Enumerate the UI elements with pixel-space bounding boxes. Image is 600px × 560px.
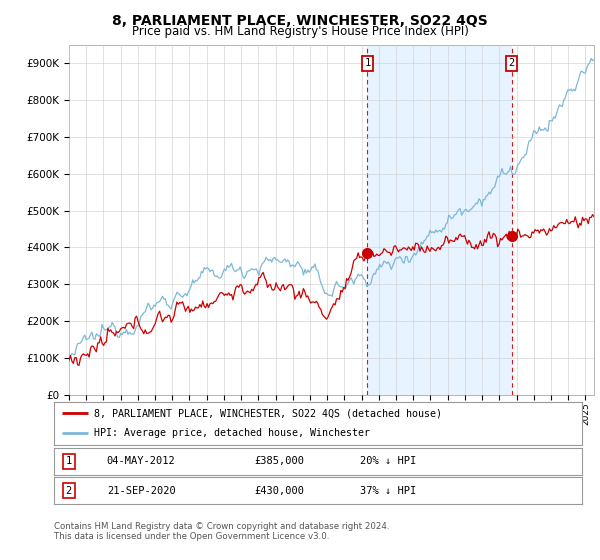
Text: £430,000: £430,000 [254,486,305,496]
Text: HPI: Average price, detached house, Winchester: HPI: Average price, detached house, Winc… [94,428,370,438]
Text: Contains HM Land Registry data © Crown copyright and database right 2024.
This d: Contains HM Land Registry data © Crown c… [54,522,389,542]
Bar [367,45,512,395]
Text: Price paid vs. HM Land Registry's House Price Index (HPI): Price paid vs. HM Land Registry's House … [131,25,469,38]
Text: 8, PARLIAMENT PLACE, WINCHESTER, SO22 4QS: 8, PARLIAMENT PLACE, WINCHESTER, SO22 4Q… [112,14,488,28]
Text: 1: 1 [364,58,371,68]
Text: 1: 1 [65,456,72,466]
Text: 21-SEP-2020: 21-SEP-2020 [107,486,176,496]
Text: 8, PARLIAMENT PLACE, WINCHESTER, SO22 4QS (detached house): 8, PARLIAMENT PLACE, WINCHESTER, SO22 4Q… [94,408,442,418]
Text: 2: 2 [509,58,515,68]
Text: £385,000: £385,000 [254,456,305,466]
Text: 20% ↓ HPI: 20% ↓ HPI [360,456,416,466]
Text: 04-MAY-2012: 04-MAY-2012 [107,456,176,466]
Text: 37% ↓ HPI: 37% ↓ HPI [360,486,416,496]
Text: 2: 2 [65,486,72,496]
